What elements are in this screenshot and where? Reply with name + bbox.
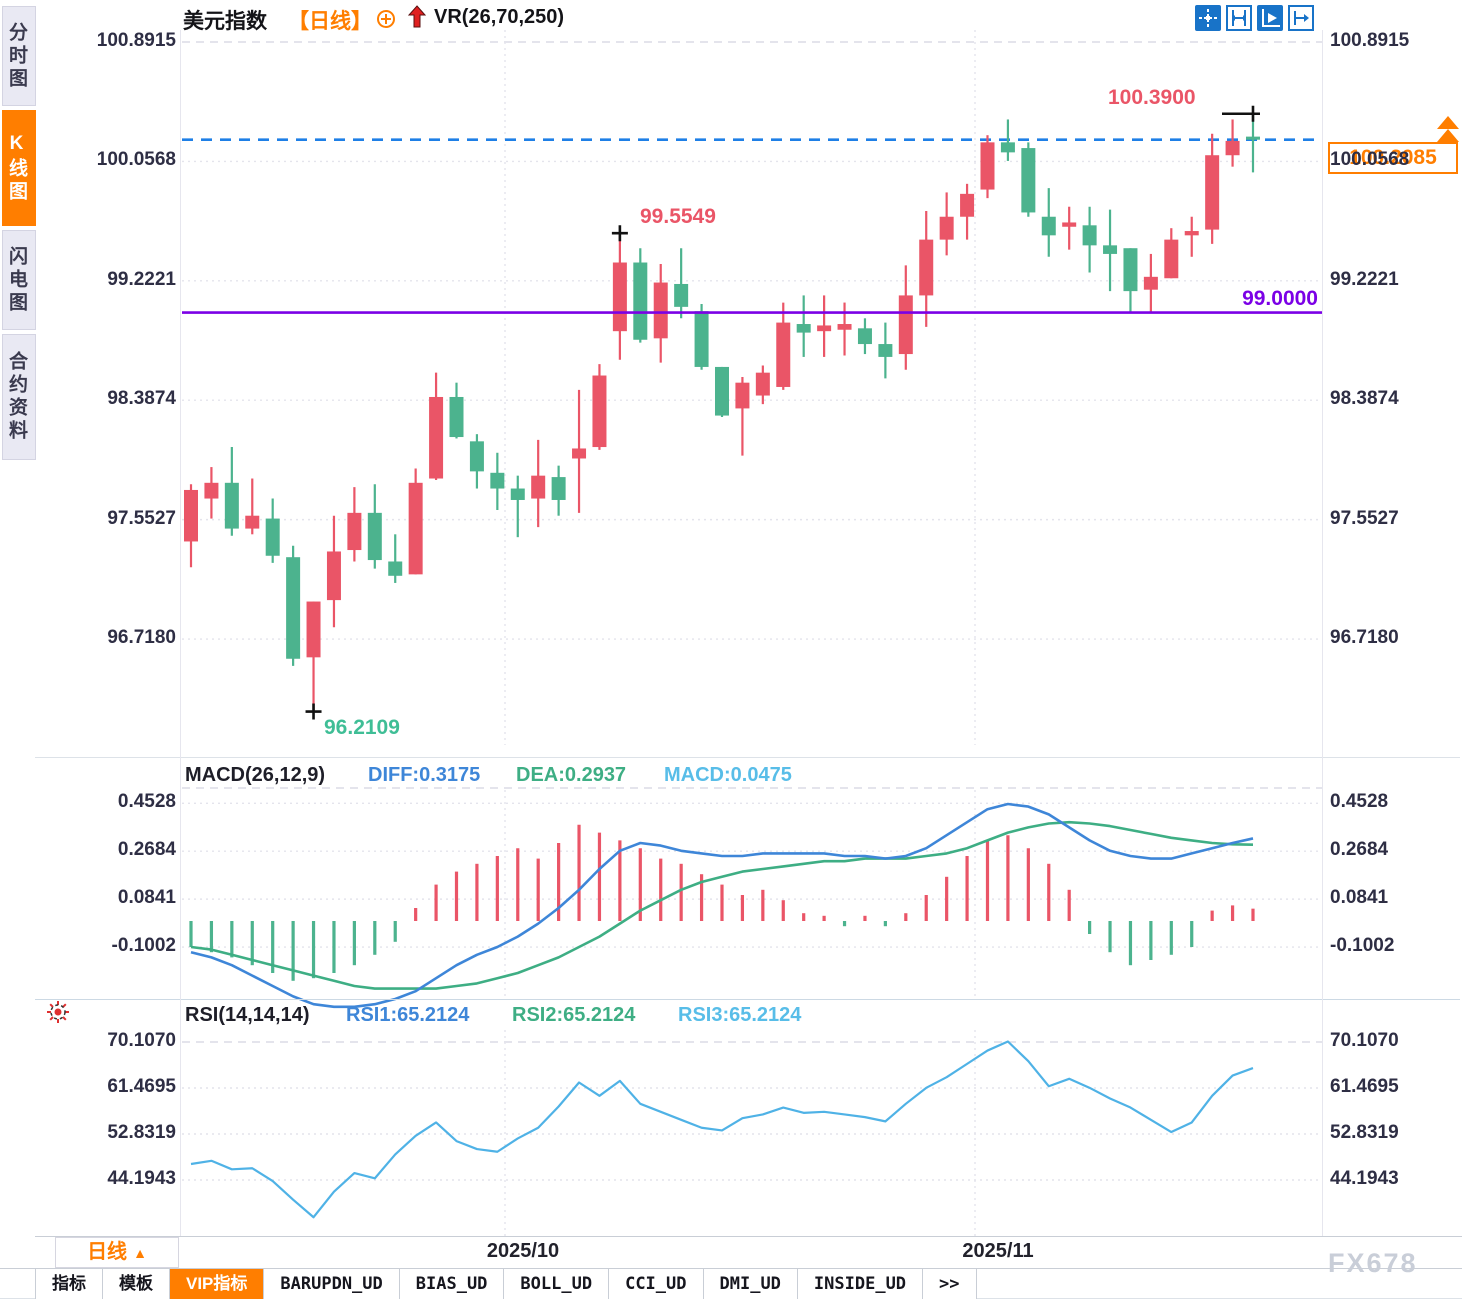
axis-tick-label: 100.0568: [96, 149, 176, 171]
rsi3-value: RSI3:65.2124: [678, 1004, 802, 1026]
divider-rsi-axis: [35, 1236, 1462, 1237]
axis-tick-label: 44.1943: [1330, 1167, 1399, 1189]
tab-bias-ud[interactable]: BIAS_UD: [399, 1269, 505, 1299]
plot-left-border: [180, 30, 181, 1236]
axis-tick-label: 0.4528: [1330, 791, 1389, 813]
tab-cci-ud[interactable]: CCI_UD: [609, 1269, 704, 1299]
axis-tick-label: 52.8319: [1330, 1121, 1399, 1143]
divider-macd-rsi: [35, 999, 1460, 1000]
period-selector-label: 日线: [87, 1241, 128, 1263]
tab-inside-ud[interactable]: INSIDE_UD: [797, 1269, 924, 1299]
axis-tick-label: 70.1070: [107, 1030, 176, 1051]
axis-tick-label: -0.1002: [111, 935, 176, 957]
axis-tick-label: 97.5527: [1330, 507, 1399, 529]
axis-tick-label: 100.0568: [1330, 149, 1410, 171]
swing-high-annotation: 99.5549: [640, 205, 716, 228]
tab-boll-ud[interactable]: BOLL_UD: [504, 1269, 610, 1299]
axis-tick-label: 52.8319: [107, 1121, 176, 1143]
axis-tick-label: 100.8915: [1330, 30, 1410, 51]
indicator-tab-bar: 指标 模板 VIP指标 BARUPDN_UD BIAS_UD BOLL_UD C…: [35, 1269, 977, 1299]
axis-tick-label: 0.2684: [1330, 839, 1389, 861]
rsi-title: RSI(14,14,14): [185, 1004, 310, 1026]
add-indicator-icon[interactable]: [376, 9, 396, 34]
xaxis-label-nov: 2025/11: [962, 1240, 1034, 1262]
period-selector[interactable]: 日线 ▲: [55, 1237, 179, 1268]
support-level-annotation: 99.0000: [1242, 287, 1318, 310]
sidebar-tab-flash-chart[interactable]: 闪电图: [2, 230, 36, 330]
axis-tick-label: 98.3874: [107, 388, 176, 410]
xaxis-label-oct: 2025/10: [486, 1240, 560, 1262]
macd-title: MACD(26,12,9): [185, 764, 326, 786]
axis-tick-label: 44.1943: [107, 1167, 176, 1189]
period-tag: 【日线】: [288, 10, 372, 33]
axis-tick-label: 97.5527: [107, 507, 176, 529]
swing-low-annotation: 96.2109: [324, 716, 400, 739]
high-price-annotation: 100.3900: [1108, 86, 1196, 109]
plot-right-border: [1322, 30, 1323, 1236]
fit-horizontal-icon[interactable]: [1226, 5, 1252, 31]
axis-tick-label: 0.0841: [1330, 887, 1389, 909]
tab-barupdn-ud[interactable]: BARUPDN_UD: [264, 1269, 400, 1299]
macd-macd-value: MACD:0.0475: [664, 764, 792, 786]
tab-indicators[interactable]: 指标: [36, 1269, 103, 1299]
up-arrow-icon: [407, 5, 427, 34]
axis-tick-label: 99.2221: [107, 268, 176, 290]
last-price-tag: 100.2085: [1328, 142, 1458, 174]
axis-tick-label: 96.7180: [1330, 627, 1399, 649]
axis-tick-label: 100.8915: [96, 30, 176, 51]
tab-templates[interactable]: 模板: [103, 1269, 170, 1299]
axis-tick-label: 61.4695: [1330, 1075, 1399, 1097]
tab-dmi-ud[interactable]: DMI_UD: [703, 1269, 798, 1299]
axis-tick-label: 0.0841: [117, 887, 176, 909]
auto-scale-icon[interactable]: [1257, 5, 1283, 31]
axis-tick-label: 98.3874: [1330, 388, 1399, 410]
axis-tick-label: 61.4695: [107, 1075, 176, 1097]
pan-tool-icon[interactable]: [1195, 5, 1221, 31]
axis-tick-label: -0.1002: [1330, 935, 1395, 957]
axis-tick-label: 70.1070: [1330, 1030, 1399, 1051]
alert-dot-icon[interactable]: [46, 1000, 70, 1029]
divider-main-macd: [35, 757, 1460, 758]
axis-tick-label: 99.2221: [1330, 268, 1399, 290]
rsi1-value: RSI1:65.2124: [346, 1004, 470, 1026]
sidebar-tab-contract-info[interactable]: 合约资料: [2, 334, 36, 460]
symbol-title: 美元指数: [183, 10, 267, 33]
tab-more[interactable]: >>: [923, 1269, 977, 1299]
divider-axis-tabs: [0, 1268, 1462, 1269]
axis-tick-label: 96.7180: [107, 627, 176, 649]
macd-dea-value: DEA:0.2937: [516, 764, 627, 786]
tab-vip-indicators[interactable]: VIP指标: [170, 1269, 265, 1299]
watermark: FX678: [1328, 1248, 1418, 1278]
vr-indicator-label: VR(26,70,250): [434, 6, 565, 28]
rsi2-value: RSI2:65.2124: [512, 1004, 636, 1026]
sidebar-tab-candle-chart[interactable]: K线图: [2, 110, 36, 226]
macd-diff-value: DIFF:0.3175: [368, 764, 481, 786]
axis-tick-label: 0.4528: [117, 791, 176, 813]
axis-tick-label: 0.2684: [117, 839, 176, 861]
sidebar-tab-time-chart[interactable]: 分时图: [2, 6, 36, 106]
scroll-to-end-icon[interactable]: [1288, 5, 1314, 31]
triangle-up-icon: ▲: [133, 1245, 147, 1261]
